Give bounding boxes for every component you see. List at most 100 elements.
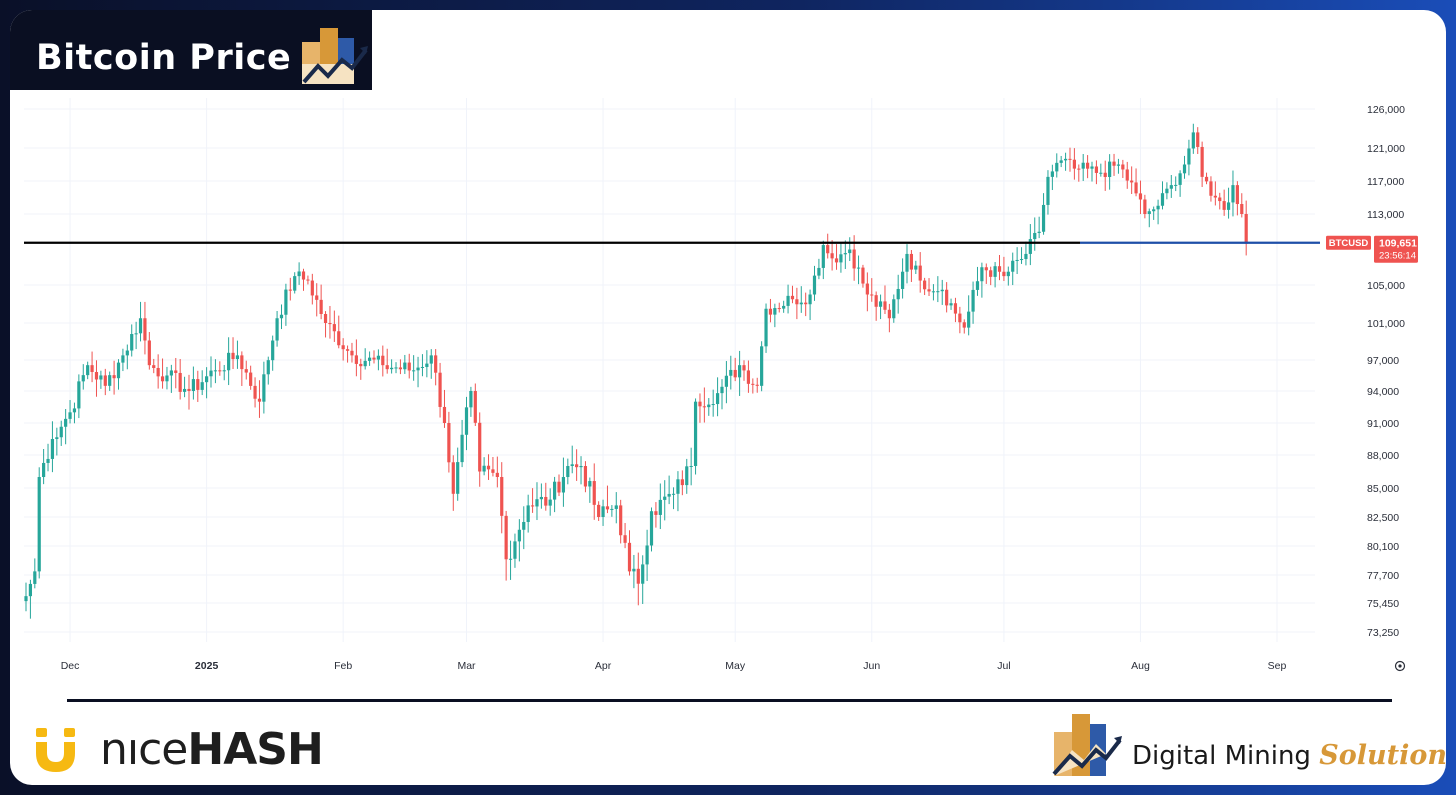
- candle-body: [856, 267, 861, 269]
- candle-body: [112, 375, 116, 379]
- candle: [244, 360, 248, 380]
- candle: [165, 366, 169, 390]
- candle-body: [1006, 271, 1010, 277]
- candle: [152, 358, 156, 374]
- candle-body: [297, 271, 301, 277]
- y-tick-label: 101,000: [1367, 318, 1405, 330]
- candle: [1160, 181, 1165, 210]
- candle-body: [786, 295, 790, 306]
- candle: [116, 359, 121, 390]
- candle: [187, 374, 191, 410]
- candle: [1059, 155, 1063, 168]
- candle: [90, 351, 94, 383]
- candle: [86, 361, 90, 380]
- candle-body: [205, 376, 209, 383]
- candle-body: [253, 385, 257, 399]
- candle-body: [328, 323, 332, 325]
- candle: [614, 492, 618, 524]
- candle: [658, 483, 662, 530]
- nicehash-logo: nıceHASH: [34, 722, 324, 778]
- candle: [799, 286, 803, 313]
- candle: [394, 362, 398, 374]
- candle-body: [42, 462, 46, 477]
- candle-body: [90, 365, 94, 372]
- candle: [821, 240, 825, 280]
- candle: [478, 412, 482, 487]
- candle-body: [486, 465, 491, 470]
- x-tick-label: Jun: [863, 660, 880, 672]
- nicehash-wordmark-bold: HASH: [187, 724, 323, 775]
- candle: [693, 398, 698, 475]
- chart-settings-icon[interactable]: [1394, 660, 1406, 672]
- candle: [367, 351, 372, 366]
- candle-body: [676, 479, 680, 494]
- candle-body: [442, 406, 447, 423]
- candle: [795, 287, 799, 320]
- candle: [482, 457, 486, 476]
- candle: [240, 351, 244, 386]
- candle-body: [883, 301, 887, 310]
- candle-body: [1037, 231, 1041, 233]
- candle: [385, 348, 389, 374]
- candle: [50, 421, 55, 473]
- candle-body: [962, 322, 966, 328]
- candle: [676, 471, 680, 512]
- candle-body: [147, 340, 151, 366]
- candle-body: [1072, 159, 1076, 169]
- candle-body: [244, 369, 248, 373]
- candle-body: [834, 258, 839, 263]
- candle-body: [1059, 160, 1063, 163]
- candle: [522, 506, 526, 550]
- candle: [548, 488, 552, 516]
- y-tick-label: 105,000: [1367, 280, 1405, 292]
- candle: [878, 294, 883, 320]
- candle: [953, 297, 958, 323]
- candle: [191, 366, 195, 400]
- y-tick-label: 75,450: [1367, 598, 1399, 610]
- candle-body: [165, 375, 169, 382]
- candle: [1178, 170, 1182, 197]
- candle: [1244, 200, 1248, 256]
- candle: [940, 279, 944, 305]
- candle-body: [394, 367, 398, 369]
- candle: [777, 302, 781, 313]
- candle: [746, 360, 751, 393]
- candle-body: [852, 249, 856, 269]
- candle-body: [460, 434, 464, 463]
- candle-body: [918, 265, 922, 281]
- candle-body: [354, 355, 358, 364]
- candle: [733, 357, 737, 382]
- x-tick-label: 2025: [195, 660, 219, 672]
- candle: [112, 360, 116, 395]
- candle: [491, 456, 495, 477]
- candle: [363, 348, 367, 370]
- candle: [680, 470, 684, 496]
- countdown-text: 23:56:14: [1379, 251, 1416, 262]
- candle-body: [1226, 202, 1231, 210]
- candle: [486, 454, 491, 480]
- candle: [1068, 147, 1072, 172]
- footer-divider: [67, 699, 1392, 702]
- candle-body: [125, 350, 129, 356]
- candle: [962, 319, 966, 334]
- candles: [24, 123, 1248, 619]
- candle: [134, 321, 138, 350]
- candle-body: [1063, 158, 1068, 161]
- candle: [1046, 170, 1050, 215]
- candle: [262, 361, 266, 414]
- candle-body: [1028, 239, 1032, 254]
- candle-body: [473, 391, 477, 423]
- candle-body: [821, 245, 825, 268]
- candle: [1134, 168, 1138, 197]
- x-tick-label: Feb: [334, 660, 352, 672]
- candle-body: [1187, 148, 1191, 165]
- candle: [923, 277, 927, 296]
- candle-body: [266, 360, 270, 375]
- candle-body: [733, 369, 737, 378]
- candle-body: [367, 357, 372, 361]
- candle-body: [279, 314, 284, 319]
- candle-body: [200, 382, 204, 390]
- candle: [1090, 161, 1094, 182]
- candle: [130, 324, 134, 357]
- candle: [469, 386, 473, 417]
